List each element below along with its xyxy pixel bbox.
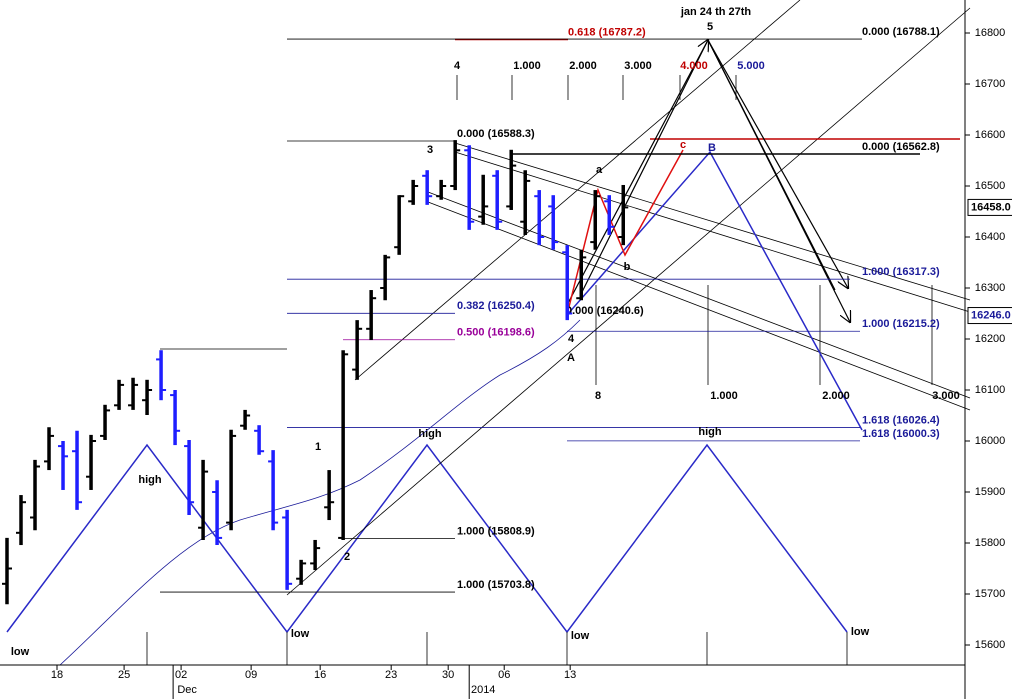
annotation: 2.000: [822, 390, 850, 402]
annotation: high: [418, 428, 441, 440]
x-tick-label: 18: [51, 669, 63, 681]
level-label: 1.000 (15808.9): [457, 525, 535, 537]
annotation: low: [571, 630, 590, 642]
y-tick-label: 15700: [975, 588, 1006, 600]
x-tick-label: 06: [498, 669, 510, 681]
trend-lines: [160, 0, 971, 596]
projection-arrows: [566, 40, 850, 322]
time-ticks: [146, 75, 933, 665]
period-label: 2014: [471, 684, 495, 696]
annotation: jan 24 th 27th: [680, 6, 752, 18]
level-label: 0.500 (16198.6): [457, 327, 535, 339]
x-tick-label: 09: [245, 669, 257, 681]
y-tick-label: 16500: [975, 180, 1006, 192]
y-tick-label: 16600: [975, 129, 1006, 141]
y-tick-label: 15600: [975, 639, 1006, 651]
annotation: 8: [595, 390, 601, 402]
annotation: low: [291, 628, 310, 640]
annotation: 3.000: [624, 60, 652, 72]
annotation: a: [596, 164, 603, 176]
annotation: 4: [454, 60, 461, 72]
annotation: 1: [315, 441, 321, 453]
x-tick-label: 13: [564, 669, 576, 681]
y-tick-label: 16800: [975, 27, 1006, 39]
level-label: 0.000 (16788.1): [862, 26, 940, 38]
annotation: b: [624, 261, 631, 273]
x-tick-label: 25: [118, 669, 130, 681]
level-label: 0.382 (16250.4): [457, 300, 535, 312]
level-label: 1.618 (16000.3): [862, 428, 940, 440]
period-label: Dec: [177, 684, 197, 696]
annotation: B: [708, 142, 716, 154]
annotation: 2: [344, 551, 350, 563]
x-tick-label: 02: [175, 669, 187, 681]
price-tag: [967, 198, 1012, 216]
annotation: 3.000: [932, 390, 960, 402]
annotation: 4.000: [680, 60, 708, 72]
annotation: A: [567, 352, 575, 364]
level-label: 0.618 (16787.2): [568, 26, 646, 38]
annotation: 5: [707, 21, 713, 33]
y-tick-label: 16300: [975, 282, 1006, 294]
y-tick-label: 16100: [975, 384, 1006, 396]
y-tick-label: 16200: [975, 333, 1006, 345]
y-tick-label: 16700: [975, 78, 1006, 90]
annotation: low: [11, 646, 30, 658]
annotation: 5.000: [737, 60, 765, 72]
level-label: 1.618 (16026.4): [862, 414, 940, 426]
annotation: high: [698, 426, 721, 438]
y-tick-label: 15800: [975, 537, 1006, 549]
annotation: c: [680, 139, 686, 151]
price-tag-label: 16246.0: [971, 309, 1011, 321]
annotation: high: [138, 474, 161, 486]
cycle-zigzag: [6, 443, 848, 634]
x-tick-label: 30: [442, 669, 454, 681]
level-label: 0.000 (16588.3): [457, 128, 535, 140]
level-label: 1.000 (16317.3): [862, 266, 940, 278]
level-label: 0.000 (16240.6): [566, 305, 644, 317]
moving-average: [59, 319, 581, 666]
annotation: 2.000: [569, 60, 597, 72]
price-tag-label: 16458.0: [971, 201, 1011, 213]
y-tick-label: 15900: [975, 486, 1006, 498]
annotation: low: [851, 626, 870, 638]
annotation: 4: [568, 333, 575, 345]
level-label: 1.000 (15703.8): [457, 579, 535, 591]
annotation: 1.000: [513, 60, 541, 72]
annotation: 3: [427, 144, 433, 156]
x-tick-label: 16: [314, 669, 326, 681]
level-label: 0.000 (16562.8): [862, 141, 940, 153]
level-label: 1.000 (16215.2): [862, 318, 940, 330]
price-tag: [967, 307, 1012, 325]
y-tick-label: 16400: [975, 231, 1006, 243]
y-tick-label: 16000: [975, 435, 1006, 447]
annotation: 1.000: [710, 390, 738, 402]
x-tick-label: 23: [385, 669, 397, 681]
